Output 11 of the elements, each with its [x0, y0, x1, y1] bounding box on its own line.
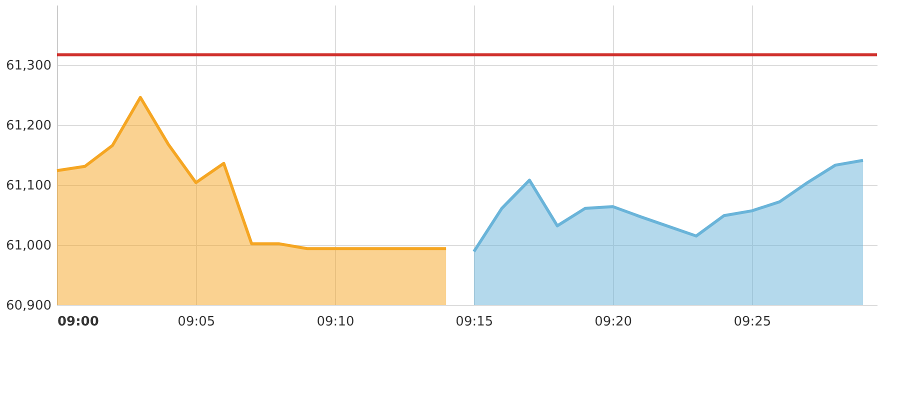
y-tick-label: 61,300: [6, 58, 52, 74]
y-tick-label: 61,100: [6, 178, 52, 194]
x-tick-label: 09:25: [734, 314, 772, 330]
x-tick-label: 09:10: [316, 314, 354, 330]
x-tick-label: 09:15: [456, 314, 494, 330]
x-tick-label: 09:00: [58, 314, 99, 330]
x-tick-label: 09:20: [594, 314, 632, 330]
y-tick-label: 61,000: [6, 238, 52, 254]
x-tick-label: 09:05: [178, 314, 216, 330]
y-tick-label: 60,900: [6, 298, 52, 314]
y-tick-label: 61,200: [6, 118, 52, 134]
